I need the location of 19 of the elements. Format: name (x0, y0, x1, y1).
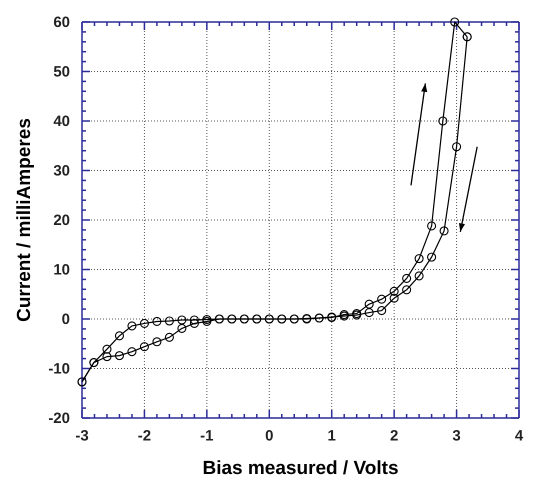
y-tick-label: 0 (62, 310, 70, 328)
y-tick-label: 20 (53, 212, 70, 229)
x-tick-label: 0 (265, 428, 274, 445)
x-tick-label: 4 (514, 428, 524, 445)
x-tick-label: 3 (452, 428, 461, 445)
y-tick-label: 10 (53, 261, 70, 278)
y-tick-label: 60 (53, 14, 70, 31)
x-tick-label: 1 (328, 428, 336, 445)
x-tick-label: -1 (200, 428, 214, 445)
y-tick-label: -20 (48, 410, 70, 427)
x-axis-title: Bias measured / Volts (202, 458, 399, 479)
x-tick-label: -3 (75, 428, 89, 445)
x-tick-label: -2 (138, 428, 152, 445)
y-tick-label: -10 (48, 360, 70, 378)
x-tick-label: 2 (390, 428, 398, 445)
y-tick-label: 50 (53, 63, 70, 80)
y-tick-label: 30 (53, 162, 70, 180)
y-axis-title: Current / milliAmperes (14, 118, 35, 322)
y-tick-label: 40 (53, 112, 70, 130)
